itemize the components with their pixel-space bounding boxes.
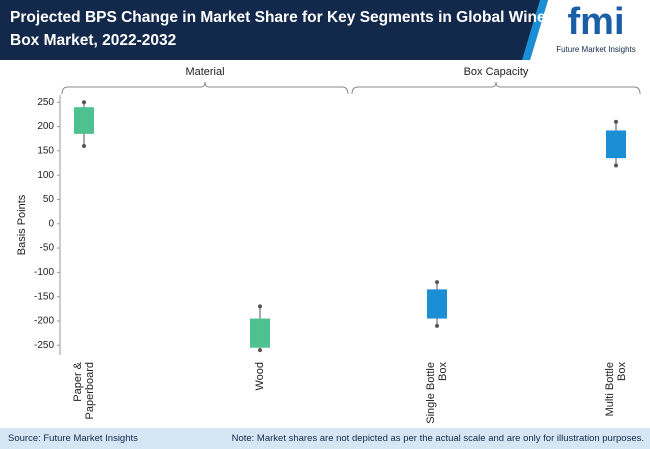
y-tick-label: -200	[34, 316, 54, 327]
whisker-cap-high	[82, 100, 86, 105]
note: Note: Market shares are not depicted as …	[232, 433, 644, 444]
title-line: Box Market, 2022-2032	[10, 32, 176, 49]
x-tick-label: Wood	[254, 362, 266, 391]
x-tick-label: Box	[437, 362, 449, 381]
y-tick-label: 100	[37, 170, 54, 181]
group-bracket	[351, 81, 641, 95]
x-tick-label: Single Bottle	[425, 362, 437, 424]
whisker-cap-high	[614, 119, 618, 124]
y-axis-label: Basis Points	[16, 194, 28, 255]
box	[250, 318, 270, 348]
y-tick-label: 150	[37, 146, 54, 157]
source: Source: Future Market Insights	[8, 433, 138, 444]
whisker-cap-low	[435, 323, 439, 328]
group-label: Box Capacity	[464, 66, 529, 78]
group-bracket	[61, 81, 349, 95]
whisker-cap-high	[435, 280, 439, 285]
logo-stripe	[522, 0, 548, 60]
group-label: Material	[185, 66, 224, 78]
footer-bar	[0, 428, 650, 449]
y-tick-label: -250	[34, 340, 54, 351]
y-tick-label: -150	[34, 291, 54, 302]
box	[74, 107, 94, 134]
y-tick-label: 200	[37, 121, 54, 132]
x-tick-label: Box	[616, 362, 628, 381]
y-tick-label: -50	[40, 243, 55, 254]
x-tick-label: Paperboard	[84, 362, 96, 420]
whisker-cap-low	[82, 144, 86, 149]
logo-panel	[530, 0, 650, 60]
x-tick-label: Paper &	[72, 361, 84, 401]
whisker-cap-low	[614, 163, 618, 168]
whisker-cap-high	[258, 304, 262, 309]
box	[606, 130, 626, 159]
logo-tagline: Future Market Insights	[556, 45, 636, 54]
whisker-cap-low	[258, 348, 262, 353]
title-line: Projected BPS Change in Market Share for…	[10, 9, 546, 26]
box	[427, 289, 447, 319]
y-tick-label: 50	[43, 194, 55, 205]
y-tick-label: -100	[34, 267, 54, 278]
y-tick-label: 0	[48, 218, 54, 229]
y-tick-label: 250	[37, 97, 54, 108]
x-tick-label: Multi Bottle	[604, 362, 616, 416]
logo: fmi	[568, 1, 625, 43]
